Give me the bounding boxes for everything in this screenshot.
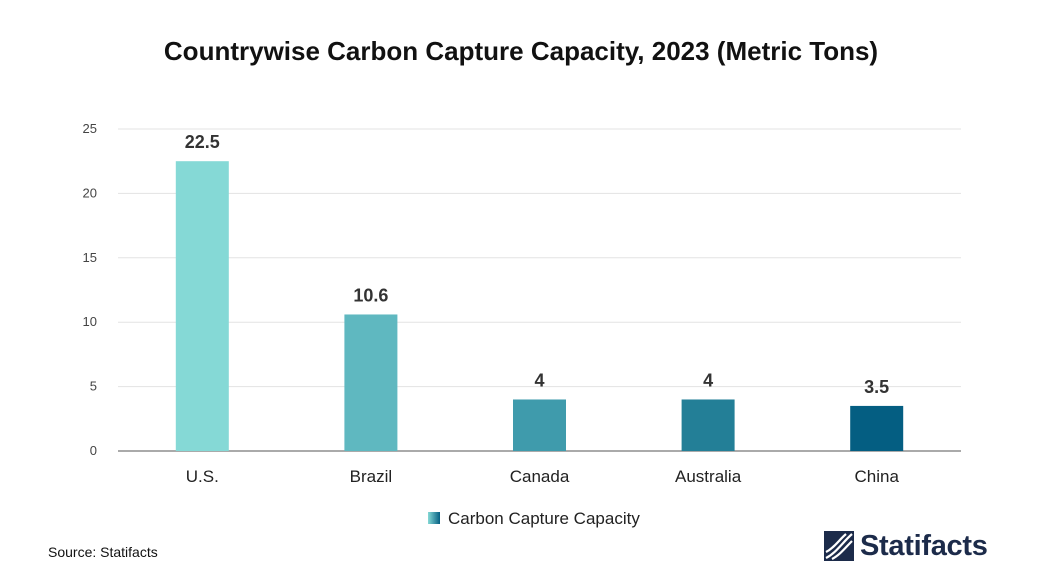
bar-australia — [681, 399, 735, 451]
labels: 22.5 U.S. 10.6 Brazil 4 Canada 4 Australia 3.5 Ch… — [185, 132, 900, 486]
data-label: 3.5 — [864, 377, 889, 397]
y-tick-label: 10 — [83, 314, 97, 329]
y-axis: 0 5 10 15 20 25 — [83, 121, 97, 458]
brand-logo: Statifacts — [824, 530, 988, 562]
category-label: Australia — [675, 467, 742, 486]
y-tick-label: 15 — [83, 250, 97, 265]
bar-u-s — [175, 161, 229, 451]
category-label: U.S. — [186, 467, 219, 486]
source-note: Source: Statifacts — [48, 544, 158, 560]
bar-canada — [513, 399, 566, 451]
bar-brazil — [344, 314, 398, 451]
data-label: 4 — [703, 370, 713, 390]
category-label: Canada — [510, 467, 570, 486]
data-label: 22.5 — [185, 132, 220, 152]
legend-swatch — [428, 512, 440, 524]
chart-title: Countrywise Carbon Capture Capacity, 202… — [163, 36, 879, 66]
bar-china — [850, 405, 904, 451]
y-tick-label: 5 — [90, 379, 97, 394]
data-label: 10.6 — [353, 285, 388, 305]
statifacts-logo-icon — [824, 531, 854, 561]
y-tick-label: 20 — [83, 185, 97, 200]
brand-name: Statifacts — [860, 529, 988, 562]
bars — [175, 161, 904, 451]
y-tick-label: 0 — [90, 443, 97, 458]
data-label: 4 — [534, 370, 544, 390]
legend: Carbon Capture Capacity — [428, 509, 640, 528]
legend-label: Carbon Capture Capacity — [448, 509, 640, 528]
gridlines — [118, 128, 961, 452]
category-label: Brazil — [350, 467, 393, 486]
y-tick-label: 25 — [83, 121, 97, 136]
category-label: China — [854, 467, 899, 486]
